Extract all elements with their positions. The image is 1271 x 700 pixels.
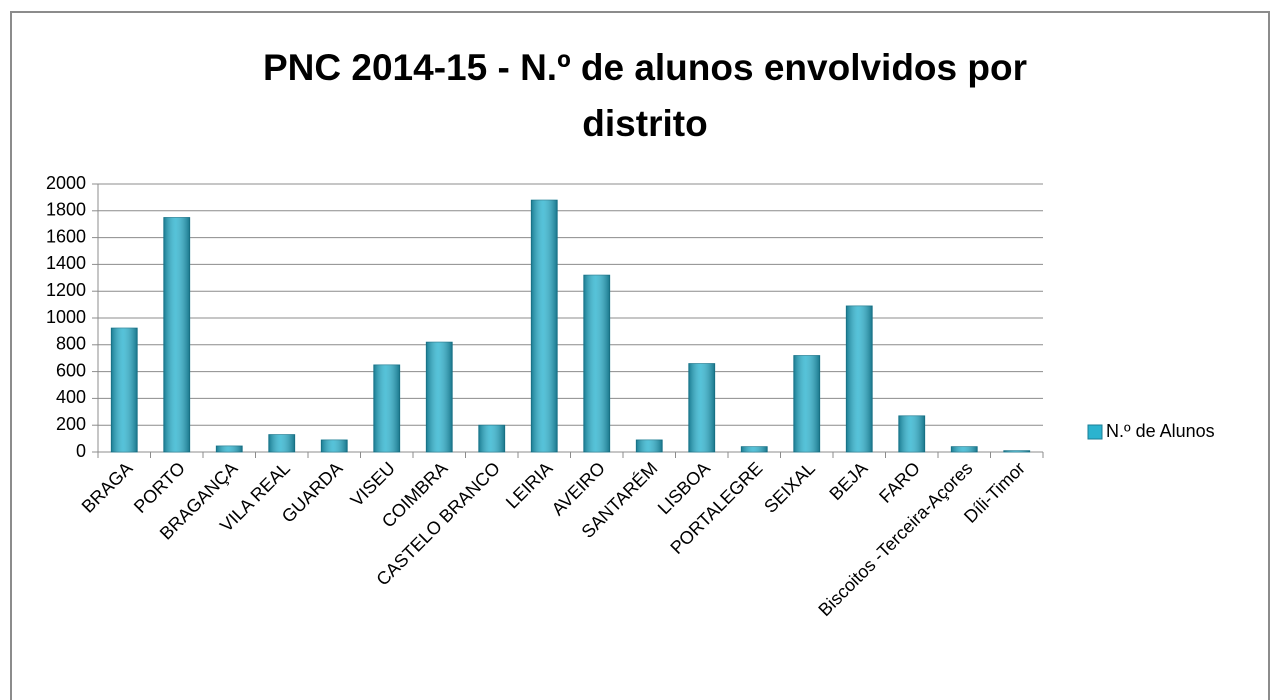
bar bbox=[268, 434, 296, 453]
y-tick-label: 1800 bbox=[46, 200, 86, 220]
y-tick-label: 0 bbox=[76, 441, 86, 461]
chart-border bbox=[10, 11, 1270, 700]
bar bbox=[215, 445, 243, 453]
y-tick-label: 200 bbox=[56, 414, 86, 434]
y-tick-label: 1400 bbox=[46, 253, 86, 273]
bar bbox=[845, 305, 873, 453]
y-tick-label: 2000 bbox=[46, 173, 86, 193]
bar bbox=[898, 415, 926, 453]
bar bbox=[688, 363, 716, 453]
bar bbox=[478, 424, 506, 453]
y-tick-label: 1000 bbox=[46, 307, 86, 327]
bar bbox=[320, 439, 348, 453]
y-tick-label: 600 bbox=[56, 360, 86, 380]
legend-label: N.º de Alunos bbox=[1106, 421, 1215, 441]
y-tick-label: 1200 bbox=[46, 280, 86, 300]
bar bbox=[635, 439, 663, 453]
chart-title: PNC 2014-15 - N.º de alunos envolvidos p… bbox=[263, 47, 1027, 88]
bar bbox=[530, 199, 558, 453]
bar bbox=[793, 355, 821, 453]
bar bbox=[425, 341, 453, 453]
bar bbox=[110, 327, 138, 453]
bar bbox=[950, 446, 978, 453]
bar bbox=[373, 364, 401, 453]
bar bbox=[1003, 450, 1031, 453]
bar bbox=[163, 217, 191, 453]
y-tick-label: 400 bbox=[56, 387, 86, 407]
chart-title: distrito bbox=[582, 103, 707, 144]
y-tick-label: 1600 bbox=[46, 226, 86, 246]
y-tick-label: 800 bbox=[56, 334, 86, 354]
bar bbox=[583, 274, 611, 453]
bar bbox=[740, 446, 768, 453]
legend-swatch bbox=[1087, 424, 1103, 440]
